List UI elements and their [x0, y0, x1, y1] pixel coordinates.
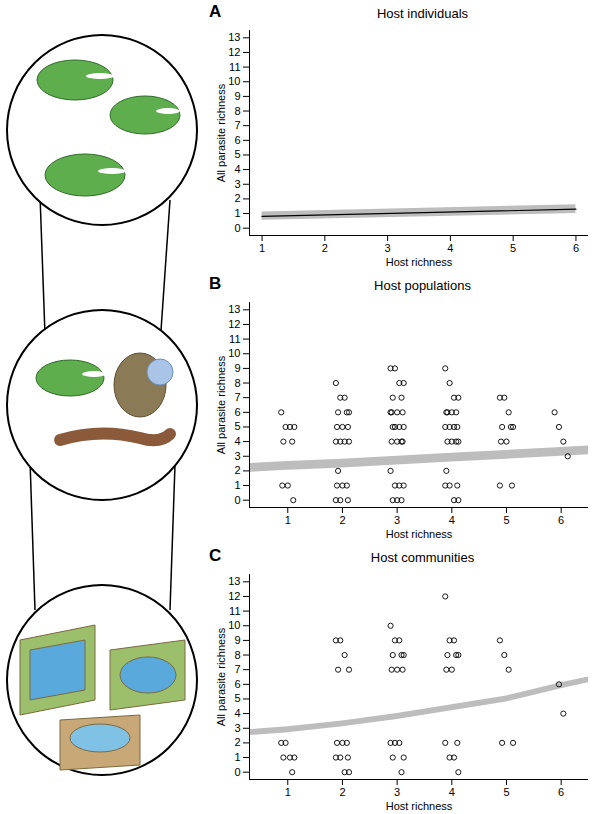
svg-text:5: 5	[234, 148, 240, 160]
svg-text:0: 0	[234, 494, 240, 506]
svg-text:12: 12	[228, 590, 240, 602]
svg-text:3: 3	[394, 514, 400, 526]
svg-text:9: 9	[234, 362, 240, 374]
html-text:Host individuals: Host individuals	[377, 6, 468, 21]
svg-text:8: 8	[234, 105, 240, 117]
svg-text:7: 7	[234, 391, 240, 403]
html-text:Host populations: Host populations	[374, 278, 471, 293]
svg-text:12: 12	[228, 318, 240, 330]
svg-text:9: 9	[234, 90, 240, 102]
svg-text:7: 7	[234, 119, 240, 131]
svg-text:1: 1	[234, 207, 240, 219]
svg-text:10: 10	[228, 619, 240, 631]
svg-text:5: 5	[234, 420, 240, 432]
svg-text:Host richness: Host richness	[386, 256, 453, 268]
svg-text:5: 5	[234, 692, 240, 704]
svg-text:Host richness: Host richness	[386, 528, 453, 540]
svg-text:3: 3	[234, 450, 240, 462]
svg-text:3: 3	[394, 786, 400, 798]
svg-text:3: 3	[234, 722, 240, 734]
svg-text:4: 4	[449, 786, 455, 798]
svg-text:1: 1	[285, 514, 291, 526]
html-text:A: A	[209, 2, 222, 21]
svg-text:2: 2	[234, 736, 240, 748]
svg-text:6: 6	[234, 134, 240, 146]
html-text:C: C	[209, 546, 222, 565]
svg-text:2: 2	[339, 786, 345, 798]
svg-text:2: 2	[322, 242, 328, 254]
svg-text:1: 1	[285, 786, 291, 798]
svg-text:All parasite richness: All parasite richness	[215, 83, 227, 182]
svg-text:4: 4	[234, 163, 240, 175]
svg-text:Host richness: Host richness	[386, 800, 453, 812]
svg-text:8: 8	[234, 649, 240, 661]
svg-text:4: 4	[447, 242, 453, 254]
svg-text:0: 0	[234, 222, 240, 234]
html-text:Host communities: Host communities	[370, 550, 475, 565]
svg-text:11: 11	[229, 61, 240, 73]
svg-text:13: 13	[228, 31, 240, 43]
svg-text:5: 5	[510, 242, 516, 254]
svg-text:11: 11	[229, 333, 240, 345]
svg-text:4: 4	[234, 707, 240, 719]
svg-text:12: 12	[228, 46, 240, 58]
svg-text:9: 9	[234, 634, 240, 646]
svg-text:All parasite richness: All parasite richness	[215, 355, 227, 454]
svg-text:3: 3	[234, 178, 240, 190]
svg-text:6: 6	[234, 406, 240, 418]
svg-text:2: 2	[234, 192, 240, 204]
svg-text:1: 1	[234, 479, 240, 491]
svg-text:10: 10	[228, 347, 240, 359]
svg-text:7: 7	[234, 663, 240, 675]
svg-text:2: 2	[234, 464, 240, 476]
svg-text:1: 1	[259, 242, 265, 254]
svg-text:6: 6	[234, 678, 240, 690]
svg-text:3: 3	[385, 242, 391, 254]
svg-text:5: 5	[503, 514, 509, 526]
svg-text:6: 6	[573, 242, 579, 254]
svg-text:1: 1	[234, 751, 240, 763]
svg-text:4: 4	[234, 435, 240, 447]
svg-text:13: 13	[228, 303, 240, 315]
svg-text:11: 11	[229, 605, 240, 617]
svg-text:6: 6	[558, 514, 564, 526]
svg-text:0: 0	[234, 766, 240, 778]
svg-text:4: 4	[449, 514, 455, 526]
svg-text:10: 10	[228, 75, 240, 87]
svg-text:8: 8	[234, 377, 240, 389]
svg-text:13: 13	[228, 575, 240, 587]
html-text:B: B	[209, 274, 222, 293]
svg-text:5: 5	[503, 786, 509, 798]
svg-text:2: 2	[339, 514, 345, 526]
svg-text:6: 6	[558, 786, 564, 798]
svg-text:All parasite richness: All parasite richness	[215, 627, 227, 726]
